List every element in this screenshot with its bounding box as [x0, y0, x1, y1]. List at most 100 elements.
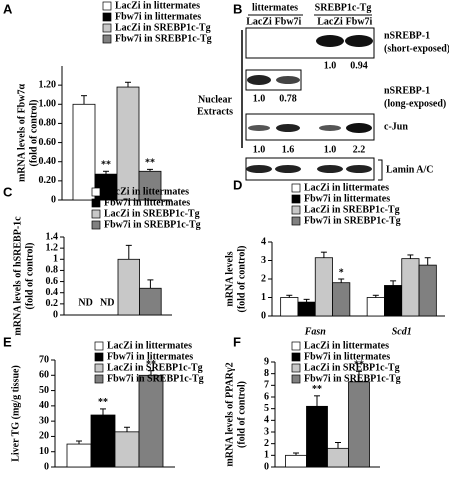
- value-label: ND: [100, 297, 114, 308]
- legend-label: Fbw7i in SREBP1c-Tg: [104, 219, 201, 230]
- y-tick-label: 0.40: [39, 156, 57, 167]
- quant: 1.0: [253, 144, 266, 155]
- legend-swatch: [102, 1, 112, 11]
- bar: [384, 285, 403, 317]
- y-axis-label: (fold of control): [236, 245, 247, 312]
- y-tick-label: 0.60: [39, 137, 57, 148]
- bar: [72, 103, 96, 201]
- chart: E Liver TG (mg/g tissue) 0 10 20 30 40 50 60 70 La…: [3, 334, 204, 472]
- legend-label: LacZi in littermates: [115, 0, 200, 11]
- y-tick-label: 1.20: [39, 79, 57, 90]
- y-axis-label: mRNA levels: [224, 251, 235, 306]
- legend-label: Fbw7i in littermates: [115, 11, 201, 22]
- y-tick-label: 3: [261, 255, 266, 266]
- significance: **: [101, 160, 111, 171]
- y-tick-label: 1: [53, 254, 58, 265]
- legend-swatch: [91, 220, 101, 230]
- significance: **: [98, 397, 108, 408]
- band: [248, 125, 270, 131]
- quant: 1.6: [282, 144, 295, 155]
- row-label: Lamin A/C: [386, 164, 434, 175]
- legend-swatch: [94, 363, 104, 373]
- y-tick-label: 5: [264, 403, 269, 414]
- bar: [366, 297, 385, 317]
- y-tick-label: 1.00: [39, 99, 57, 110]
- legend-label: LacZi in littermates: [304, 182, 389, 193]
- bar: [297, 301, 316, 317]
- y-axis-label: (fold of control): [24, 242, 35, 309]
- bar: [332, 282, 351, 317]
- y-tick-label: 4: [261, 236, 266, 247]
- panel-letter: B: [233, 1, 242, 16]
- y-tick-label: 0: [261, 310, 266, 321]
- y-tick-label: 20: [39, 431, 49, 442]
- band: [316, 35, 344, 47]
- lane-label: LacZi: [317, 16, 343, 27]
- bar: [114, 431, 140, 468]
- y-axis-label: (fold of control): [28, 99, 39, 166]
- y-tick-label: 0: [264, 461, 269, 472]
- y-tick-label: 6: [264, 391, 269, 402]
- legend-swatch: [94, 374, 104, 384]
- y-tick-label: 1.4: [46, 231, 59, 242]
- legend-label: LacZi in littermates: [104, 186, 189, 197]
- bar: [139, 287, 162, 316]
- bar: [138, 374, 164, 468]
- significance: *: [339, 267, 344, 278]
- legend-swatch: [102, 23, 112, 33]
- row-label: (short-exposed): [384, 43, 449, 54]
- legend-swatch: [291, 205, 301, 215]
- group-label: littermates: [252, 2, 298, 13]
- bar: [401, 258, 420, 317]
- panel-letter: D: [233, 177, 242, 192]
- legend-swatch: [291, 374, 301, 384]
- band: [346, 165, 372, 173]
- blot-panel: B littermates SREBP1c-Tg LacZi Fbw7i Lac…: [197, 1, 449, 181]
- legend-swatch: [291, 194, 301, 204]
- legend-swatch: [94, 341, 104, 351]
- y-tick-label: 1.2: [46, 242, 59, 253]
- significance: **: [146, 359, 156, 370]
- bar: [285, 454, 307, 468]
- band: [247, 75, 271, 85]
- bar: [117, 258, 141, 316]
- legend-label: Fbw7i in SREBP1c-Tg: [115, 33, 212, 44]
- bar: [314, 257, 333, 317]
- legend-label: Fbw7i in SREBP1c-Tg: [107, 373, 204, 384]
- panel-letter: A: [3, 1, 13, 16]
- bar: [306, 405, 328, 468]
- lane-label: LacZi: [246, 16, 272, 27]
- y-tick-label: 60: [39, 370, 49, 381]
- legend-label: Fbw7i in SREBP1c-Tg: [304, 373, 401, 384]
- panel-letter: F: [233, 334, 241, 349]
- y-axis-label: mRNA levels of PPARγ2: [224, 362, 235, 466]
- y-tick-label: 1: [264, 450, 269, 461]
- band: [319, 125, 341, 131]
- significance: **: [312, 384, 322, 395]
- bar: [116, 86, 140, 201]
- legend-label: Fbw7i in littermates: [107, 351, 193, 362]
- band: [346, 123, 372, 133]
- group-label: SREBP1c-Tg: [315, 2, 372, 13]
- bar: [327, 447, 349, 468]
- legend-swatch: [291, 352, 301, 362]
- legend-swatch: [91, 198, 101, 208]
- legend-swatch: [291, 183, 301, 193]
- band: [246, 165, 272, 173]
- quant: 1.0: [324, 144, 337, 155]
- x-tick-label: Scd1: [392, 326, 412, 337]
- legend-label: LacZi in SREBP1c-Tg: [107, 362, 203, 373]
- significance: **: [145, 158, 155, 169]
- y-tick-label: 0.2: [46, 298, 59, 309]
- panel-letter: C: [3, 184, 13, 199]
- y-tick-label: 40: [39, 400, 49, 411]
- legend-swatch: [91, 187, 101, 197]
- y-tick-label: 9: [264, 356, 269, 367]
- lane-label: Fbw7i: [346, 16, 373, 27]
- y-tick-label: 7: [264, 380, 269, 391]
- y-tick-label: 0.80: [39, 118, 57, 129]
